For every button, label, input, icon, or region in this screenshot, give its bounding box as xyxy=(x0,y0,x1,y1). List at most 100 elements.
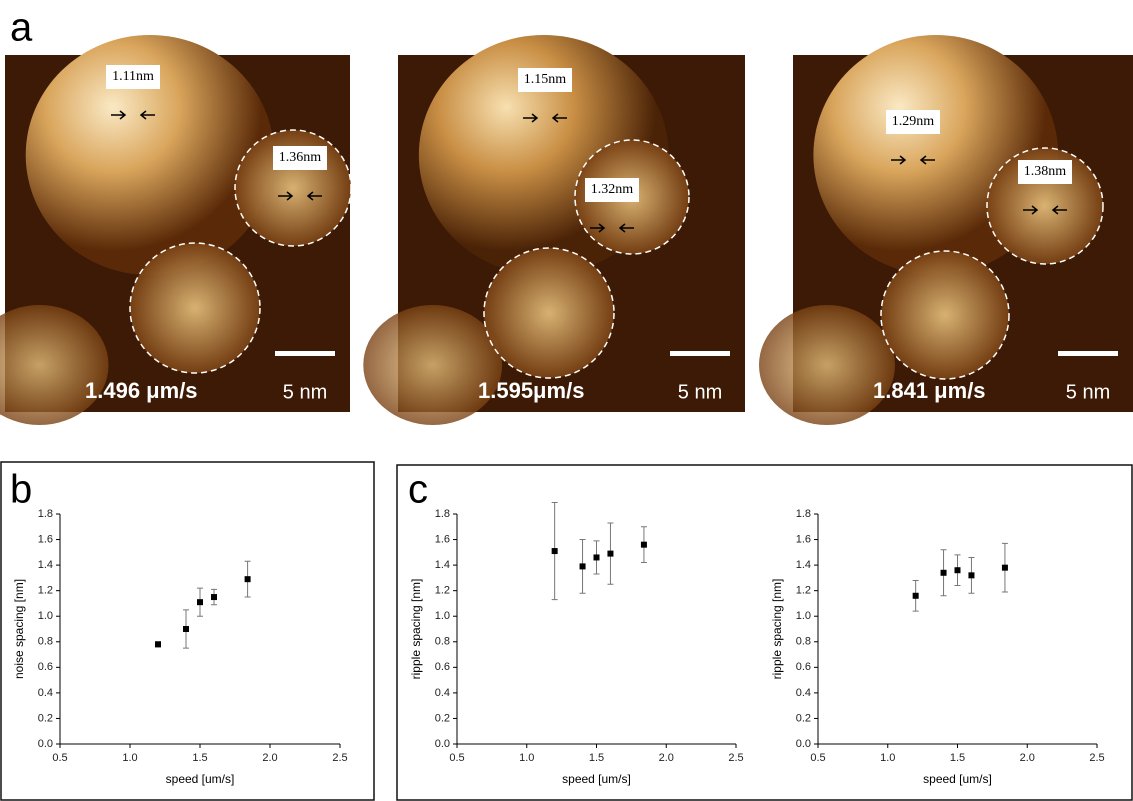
y-tick-label: 1.4 xyxy=(796,559,811,571)
y-axis-label: noise spacing [nm] xyxy=(12,579,26,679)
x-axis-label: speed [um/s] xyxy=(923,772,992,786)
x-tick-label: 2.5 xyxy=(332,752,347,764)
y-tick-label: 0.2 xyxy=(796,712,811,724)
x-tick-label: 0.5 xyxy=(810,752,825,764)
point xyxy=(968,572,975,579)
point xyxy=(912,592,919,599)
y-tick-label: 0.6 xyxy=(796,661,811,673)
dashed-circle xyxy=(129,242,261,374)
y-tick-label: 1.6 xyxy=(435,533,450,545)
afm-texture xyxy=(759,305,895,425)
x-tick-label: 2.0 xyxy=(262,752,277,764)
y-tick-label: 0.8 xyxy=(38,636,53,648)
measure-box xyxy=(585,178,639,202)
arrow xyxy=(111,110,155,120)
point xyxy=(593,554,600,561)
x-tick-label: 1.5 xyxy=(192,752,207,764)
measure-box xyxy=(886,110,940,134)
measure-label: 1.32nm xyxy=(591,182,634,197)
y-tick-label: 0.4 xyxy=(38,687,53,699)
y-tick-label: 1.0 xyxy=(38,610,53,622)
measure-box xyxy=(273,146,327,170)
x-tick-label: 1.5 xyxy=(589,752,604,764)
arrow xyxy=(891,155,935,165)
x-tick-label: 1.0 xyxy=(519,752,534,764)
scale-bar xyxy=(670,351,730,356)
y-axis-label: ripple spacing [nm] xyxy=(409,579,423,680)
point xyxy=(211,594,217,601)
scale-bar xyxy=(1058,351,1118,356)
point xyxy=(640,541,647,548)
afm-blob xyxy=(987,148,1103,264)
x-tick-label: 0.5 xyxy=(52,752,67,764)
y-tick-label: 0.0 xyxy=(796,738,811,750)
point xyxy=(579,563,586,570)
arrow xyxy=(278,191,322,201)
scale-label: 5 nm xyxy=(1066,381,1110,403)
y-tick-label: 1.4 xyxy=(435,559,450,571)
x-tick-label: 2.5 xyxy=(1089,752,1104,764)
y-tick-label: 0.6 xyxy=(435,661,450,673)
y-tick-label: 0.8 xyxy=(796,636,811,648)
afm-texture xyxy=(363,305,503,425)
afm-blob xyxy=(130,243,260,373)
scale-label: 5 nm xyxy=(283,381,327,403)
panel-frame xyxy=(0,461,375,801)
arrow xyxy=(590,223,634,233)
y-tick-label: 1.8 xyxy=(38,508,53,520)
x-axis-label: speed [um/s] xyxy=(166,772,235,786)
measure-box xyxy=(106,65,160,89)
arrow xyxy=(523,113,567,123)
y-tick-label: 0.0 xyxy=(435,738,450,750)
y-tick-label: 0.4 xyxy=(435,687,450,699)
y-tick-label: 1.8 xyxy=(435,508,450,520)
afm-blob xyxy=(484,248,614,378)
panel-label: c xyxy=(408,468,428,512)
panel-label: a xyxy=(10,6,33,50)
y-tick-label: 0.2 xyxy=(38,712,53,724)
dashed-circle xyxy=(574,139,690,255)
x-tick-label: 1.0 xyxy=(122,752,137,764)
afm-texture xyxy=(25,35,275,275)
speed-label: 1.496 μm/s xyxy=(85,378,198,403)
y-axis-label: ripple spacing [nm] xyxy=(770,579,784,680)
x-tick-label: 2.0 xyxy=(659,752,674,764)
y-tick-label: 1.6 xyxy=(38,533,53,545)
point xyxy=(244,576,251,583)
point xyxy=(607,550,614,557)
scale-bar xyxy=(275,351,335,356)
y-tick-label: 1.0 xyxy=(796,610,811,622)
afm-texture xyxy=(0,305,109,425)
x-tick-label: 2.0 xyxy=(1020,752,1035,764)
speed-label: 1.595μm/s xyxy=(478,378,584,403)
dashed-circle xyxy=(483,247,615,379)
point xyxy=(551,548,558,555)
dashed-circle xyxy=(880,250,1010,380)
measure-box xyxy=(1018,160,1072,184)
measure-label: 1.38nm xyxy=(1024,164,1067,179)
measure-label: 1.15nm xyxy=(524,72,567,87)
measure-box xyxy=(518,68,572,92)
y-tick-label: 1.0 xyxy=(435,610,450,622)
x-tick-label: 1.0 xyxy=(880,752,895,764)
point xyxy=(954,567,961,574)
arrow xyxy=(1023,205,1067,215)
x-tick-label: 2.5 xyxy=(728,752,743,764)
y-tick-label: 1.6 xyxy=(796,533,811,545)
panel-label: b xyxy=(10,468,32,512)
x-tick-label: 0.5 xyxy=(449,752,464,764)
point xyxy=(183,626,189,632)
point xyxy=(1001,564,1008,571)
dashed-circle xyxy=(986,147,1104,265)
y-tick-label: 1.2 xyxy=(435,585,450,597)
speed-label: 1.841 μm/s xyxy=(873,378,986,403)
y-tick-label: 0.0 xyxy=(38,738,53,750)
afm-blob xyxy=(881,251,1009,379)
panel-frame xyxy=(396,464,1133,801)
y-tick-label: 0.6 xyxy=(38,661,53,673)
point xyxy=(940,569,947,576)
x-axis-label: speed [um/s] xyxy=(562,772,631,786)
y-tick-label: 1.2 xyxy=(796,585,811,597)
measure-label: 1.11nm xyxy=(112,69,154,84)
y-tick-label: 1.2 xyxy=(38,585,53,597)
